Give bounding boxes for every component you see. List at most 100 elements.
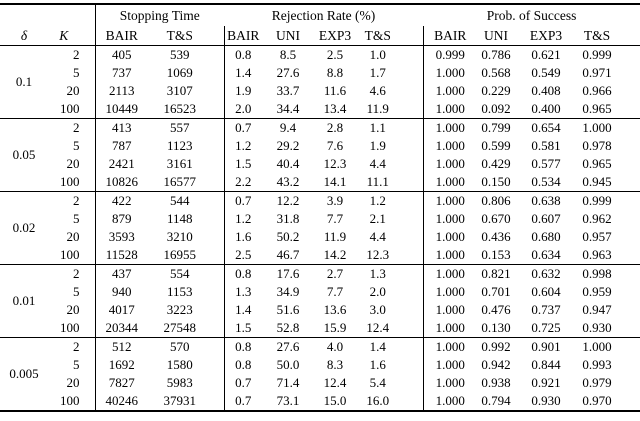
cell-value: 422 bbox=[94, 191, 160, 210]
cell-value: 1.6 bbox=[223, 228, 268, 246]
cell-value: 557 bbox=[160, 118, 224, 137]
cell-value: 0.971 bbox=[582, 65, 612, 80]
cell-value: 1.000 bbox=[422, 155, 478, 173]
cell-value: 16955 bbox=[163, 247, 197, 262]
cell-value: 879 bbox=[94, 210, 160, 228]
cell-value: 0.737 bbox=[531, 302, 561, 317]
delta-value: 0.05 bbox=[0, 118, 48, 192]
cell-value: 12.4 bbox=[366, 320, 390, 335]
cell-value: 544 bbox=[160, 191, 224, 210]
cell-value: 2.1 bbox=[369, 211, 386, 226]
cell-value: 0.963 bbox=[582, 247, 612, 262]
cell-value: 3.9 bbox=[316, 191, 364, 210]
cell-value: 0.670 bbox=[481, 211, 511, 226]
group-header-stopping-time: Stopping Time bbox=[94, 4, 224, 26]
cell-value: 40246 bbox=[94, 392, 160, 411]
cell-value: 50.2 bbox=[276, 229, 300, 244]
table-row: 5 879 1148 1.2 31.8 7.7 2.1 1.000 0.670 0.607 0.96… bbox=[0, 210, 640, 228]
cell-value: 29.2 bbox=[276, 138, 300, 153]
k-value: 2 bbox=[48, 337, 95, 356]
cell-value: 51.6 bbox=[276, 302, 300, 317]
cell-value: 52.8 bbox=[276, 320, 300, 335]
k-value: 5 bbox=[73, 211, 80, 226]
cell-value: 1153 bbox=[166, 284, 193, 299]
cell-value: 0.577 bbox=[531, 156, 561, 171]
cell-value: 1.000 bbox=[422, 246, 478, 265]
k-value: 5 bbox=[73, 65, 80, 80]
cell-value: 0.8 bbox=[223, 264, 268, 283]
cell-value: 405 bbox=[94, 45, 160, 64]
cell-value: 4.6 bbox=[369, 83, 386, 98]
cell-value: 0.599 bbox=[481, 138, 511, 153]
cell-value: 0.8 bbox=[223, 356, 268, 374]
cell-value: 5983 bbox=[166, 375, 193, 390]
cell-value: 2.2 bbox=[223, 173, 268, 192]
cell-value: 1580 bbox=[166, 357, 193, 372]
cell-value: 512 bbox=[94, 337, 160, 356]
cell-value: 43.2 bbox=[276, 174, 300, 189]
cell-value: 15.9 bbox=[323, 320, 347, 335]
table-row: 20 3593 3210 1.6 50.2 11.9 4.4 1.000 0.436 0.680 0… bbox=[0, 228, 640, 246]
cell-value: 787 bbox=[94, 137, 160, 155]
cell-value: 17.6 bbox=[268, 264, 316, 283]
cell-value: 1.000 bbox=[422, 137, 478, 155]
cell-value: 1.5 bbox=[223, 155, 268, 173]
cell-value: 1123 bbox=[166, 138, 193, 153]
cell-value: 1.000 bbox=[422, 374, 478, 392]
cell-value: 1.6 bbox=[369, 357, 386, 372]
k-value: 100 bbox=[60, 320, 80, 335]
k-value: 100 bbox=[60, 247, 80, 262]
cell-value: 4.4 bbox=[369, 156, 386, 171]
group-header-rejection-rate: Rejection Rate (%) bbox=[271, 7, 376, 23]
table-row: 100 10449 16523 2.0 34.4 13.4 11.9 1.000 0.092 0.… bbox=[0, 100, 640, 119]
cell-value: 1.000 bbox=[422, 82, 478, 100]
cell-value: 0.680 bbox=[531, 229, 561, 244]
cell-value: 27.6 bbox=[276, 65, 300, 80]
cell-value: 1.000 bbox=[422, 210, 478, 228]
cell-value: 8.3 bbox=[326, 357, 344, 372]
table-header: Stopping Time Rejection Rate (%) Prob. o… bbox=[0, 4, 640, 46]
cell-value: 0.979 bbox=[582, 375, 612, 390]
cell-value: 27.6 bbox=[268, 337, 316, 356]
cell-value: 4.0 bbox=[316, 337, 364, 356]
cell-value: 10449 bbox=[94, 100, 160, 119]
cell-value: 71.4 bbox=[276, 375, 300, 390]
cell-value: 0.7 bbox=[223, 118, 268, 137]
cell-value: 0.794 bbox=[481, 393, 511, 408]
group-header-prob-success: Prob. of Success bbox=[486, 7, 577, 23]
cell-value: 16523 bbox=[163, 101, 197, 116]
cell-value: 73.1 bbox=[276, 393, 300, 408]
cell-value: 0.930 bbox=[582, 320, 612, 335]
cell-value: 0.534 bbox=[531, 174, 561, 189]
cell-value: 1.000 bbox=[422, 191, 478, 210]
table-row: 5 1692 1580 0.8 50.0 8.3 1.6 1.000 0.942 0.844 0.9… bbox=[0, 356, 640, 374]
cell-value: 1.3 bbox=[364, 264, 424, 283]
cell-value: 1.0 bbox=[369, 47, 386, 62]
cell-value: 0.8 bbox=[223, 337, 268, 356]
cell-value: 1692 bbox=[94, 356, 160, 374]
cell-value: 0.962 bbox=[582, 211, 612, 226]
cell-value: 40.4 bbox=[276, 156, 300, 171]
table-row: 20 2113 3107 1.9 33.7 11.6 4.6 1.000 0.229 0.408 0… bbox=[0, 82, 640, 100]
cell-value: 1.4 bbox=[223, 64, 268, 82]
cell-value: 0.901 bbox=[524, 337, 575, 356]
cell-value: 0.799 bbox=[477, 118, 525, 137]
cell-value: 1.5 bbox=[223, 319, 268, 338]
cell-value: 1.000 bbox=[422, 228, 478, 246]
cell-value: 0.568 bbox=[481, 65, 511, 80]
cell-value: 50.0 bbox=[276, 357, 300, 372]
cell-value: 0.999 bbox=[422, 45, 478, 64]
cell-value: 0.150 bbox=[481, 174, 511, 189]
cell-value: 16.0 bbox=[366, 393, 390, 408]
table-row: 5 737 1069 1.4 27.6 8.8 1.7 1.000 0.568 0.549 0.97… bbox=[0, 64, 640, 82]
cell-value: 0.654 bbox=[524, 118, 575, 137]
cell-value: 14.2 bbox=[323, 247, 347, 262]
column-header: BAIR bbox=[94, 26, 160, 46]
cell-value: 2421 bbox=[94, 155, 160, 173]
table-row: 0.1 2 405 539 0.8 8.5 2.5 1.0 0.999 0.786 0.621 0.9… bbox=[0, 45, 640, 89]
cell-value: 7.7 bbox=[326, 211, 344, 226]
k-value: 20 bbox=[66, 302, 80, 317]
cell-value: 0.965 bbox=[582, 156, 612, 171]
cell-value: 12.3 bbox=[323, 156, 347, 171]
